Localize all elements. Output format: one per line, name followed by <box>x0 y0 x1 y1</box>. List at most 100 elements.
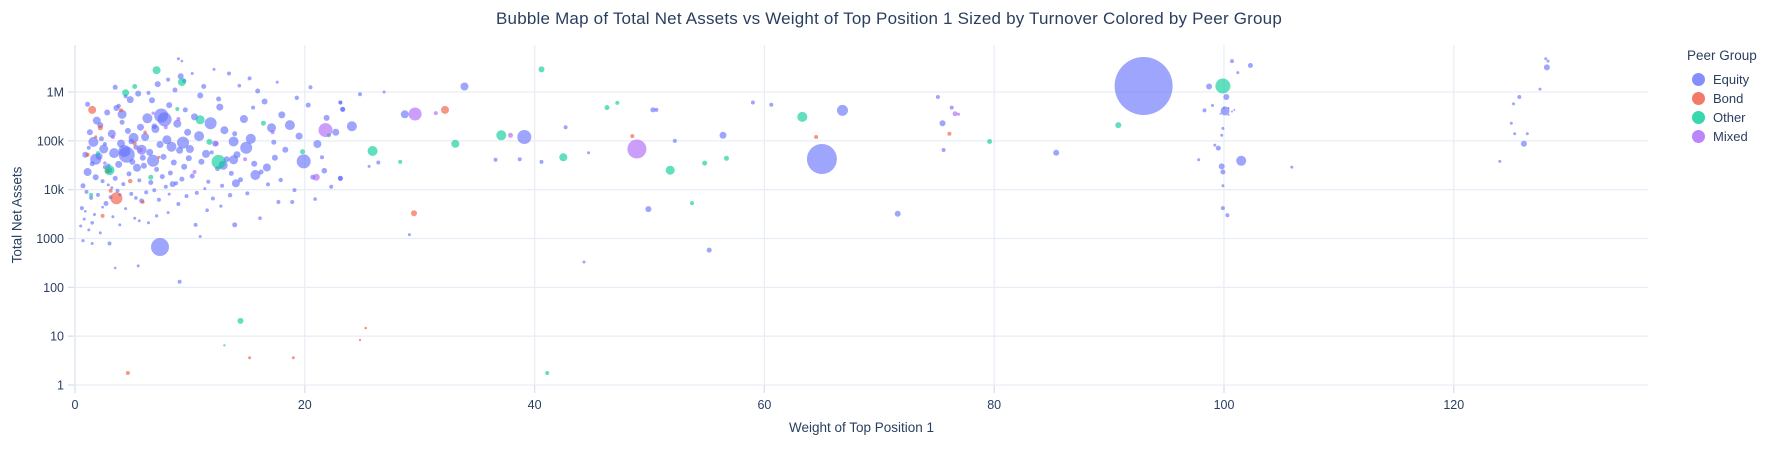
bubble-equity[interactable] <box>119 119 125 125</box>
bubble-equity[interactable] <box>1221 126 1225 130</box>
bubble-equity[interactable] <box>176 202 181 206</box>
bubble-equity[interactable] <box>266 182 270 187</box>
bubble-bond[interactable] <box>291 356 295 360</box>
bubble-equity[interactable] <box>112 84 118 90</box>
bubble-equity[interactable] <box>88 136 99 147</box>
bubble-equity[interactable] <box>189 173 195 179</box>
bubble-equity[interactable] <box>1219 112 1222 115</box>
bubble-equity[interactable] <box>539 159 544 164</box>
bubble-equity[interactable] <box>1290 165 1294 169</box>
bubble-equity[interactable] <box>117 109 127 119</box>
legend-item-equity[interactable]: Equity <box>1687 70 1757 89</box>
bubble-other[interactable] <box>702 160 708 166</box>
bubble-equity[interactable] <box>156 197 161 202</box>
bubble-other[interactable] <box>797 111 808 122</box>
bubble-equity[interactable] <box>837 104 848 116</box>
bubble-equity[interactable] <box>276 200 281 204</box>
bubble-equity[interactable] <box>1525 132 1529 136</box>
bubble-equity[interactable] <box>170 159 177 166</box>
bubble-equity[interactable] <box>81 239 85 243</box>
bubble-equity[interactable] <box>1206 83 1213 90</box>
bubble-equity[interactable] <box>144 190 149 195</box>
bubble-equity[interactable] <box>332 128 340 136</box>
bubble-equity[interactable] <box>197 92 204 99</box>
legend-item-bond[interactable]: Bond <box>1687 89 1757 108</box>
bubble-equity[interactable] <box>769 102 774 107</box>
bubble-equity[interactable] <box>295 132 303 140</box>
bubble-equity[interactable] <box>382 90 386 94</box>
bubble-equity[interactable] <box>247 76 252 81</box>
bubble-equity[interactable] <box>85 101 91 107</box>
bubble-equity[interactable] <box>124 127 131 134</box>
bubble-equity[interactable] <box>750 100 755 105</box>
bubble-equity[interactable] <box>262 163 271 172</box>
bubble-bond[interactable] <box>947 131 952 136</box>
bubble-bond[interactable] <box>108 188 113 193</box>
bubble-bond[interactable] <box>441 105 449 114</box>
bubble-equity[interactable] <box>185 155 192 162</box>
bubble-equity[interactable] <box>1520 140 1527 147</box>
bubble-equity[interactable] <box>894 210 901 217</box>
bubble-equity[interactable] <box>239 115 248 123</box>
bubble-equity[interactable] <box>137 178 142 183</box>
bubble-equity[interactable] <box>210 196 215 201</box>
bubble-equity[interactable] <box>157 112 172 127</box>
bubble-equity[interactable] <box>134 196 138 200</box>
bubble-equity[interactable] <box>101 205 104 209</box>
bubble-equity[interactable] <box>292 188 297 193</box>
bubble-equity[interactable] <box>493 157 498 162</box>
bubble-equity[interactable] <box>87 228 91 232</box>
bubble-equity[interactable] <box>156 141 164 148</box>
bubble-equity[interactable] <box>201 84 207 89</box>
bubble-bond[interactable] <box>143 130 147 135</box>
bubble-equity[interactable] <box>112 175 118 181</box>
bubble-equity[interactable] <box>806 144 837 174</box>
bubble-equity[interactable] <box>251 105 256 110</box>
bubble-mixed[interactable] <box>508 132 513 138</box>
bubble-mixed[interactable] <box>270 130 275 135</box>
bubble-equity[interactable] <box>1213 143 1217 147</box>
bubble-equity[interactable] <box>115 160 123 168</box>
bubble-equity[interactable] <box>79 224 83 228</box>
bubble-mixed[interactable] <box>151 111 155 115</box>
bubble-equity[interactable] <box>111 215 115 219</box>
bubble-equity[interactable] <box>258 216 262 220</box>
bubble-equity[interactable] <box>1233 108 1236 111</box>
bubble-equity[interactable] <box>92 174 99 181</box>
bubble-other[interactable] <box>724 155 729 161</box>
bubble-equity[interactable] <box>136 264 140 268</box>
bubble-equity[interactable] <box>180 59 184 63</box>
bubble-equity[interactable] <box>517 157 522 162</box>
bubble-equity[interactable] <box>267 123 276 133</box>
bubble-equity[interactable] <box>129 191 134 196</box>
bubble-equity[interactable] <box>240 141 253 154</box>
bubble-equity[interactable] <box>1114 57 1173 115</box>
bubble-equity[interactable] <box>261 98 268 105</box>
bubble-equity[interactable] <box>587 151 591 155</box>
bubble-other[interactable] <box>496 130 507 141</box>
bubble-equity[interactable] <box>376 160 381 165</box>
bubble-equity[interactable] <box>126 96 134 104</box>
bubble-equity[interactable] <box>181 163 188 170</box>
bubble-other[interactable] <box>206 138 213 145</box>
bubble-equity[interactable] <box>176 146 184 154</box>
bubble-equity[interactable] <box>278 177 283 183</box>
bubble-equity[interactable] <box>139 154 146 161</box>
bubble-other[interactable] <box>237 317 244 324</box>
bubble-equity[interactable] <box>1543 64 1550 71</box>
bubble-equity[interactable] <box>106 183 110 187</box>
bubble-bond[interactable] <box>97 125 103 131</box>
bubble-equity[interactable] <box>313 140 322 148</box>
bubble-equity[interactable] <box>98 136 104 142</box>
bubble-equity[interactable] <box>400 110 409 119</box>
bubble-mixed[interactable] <box>138 147 143 153</box>
bubble-equity[interactable] <box>152 188 157 193</box>
bubble-mixed[interactable] <box>103 161 107 165</box>
bubble-equity[interactable] <box>166 211 170 215</box>
bubble-equity[interactable] <box>167 192 171 196</box>
bubble-equity[interactable] <box>133 163 141 172</box>
bubble-equity[interactable] <box>176 57 180 61</box>
bubble-other[interactable] <box>987 139 993 144</box>
bubble-mixed[interactable] <box>213 141 219 147</box>
bubble-equity[interactable] <box>284 120 295 131</box>
